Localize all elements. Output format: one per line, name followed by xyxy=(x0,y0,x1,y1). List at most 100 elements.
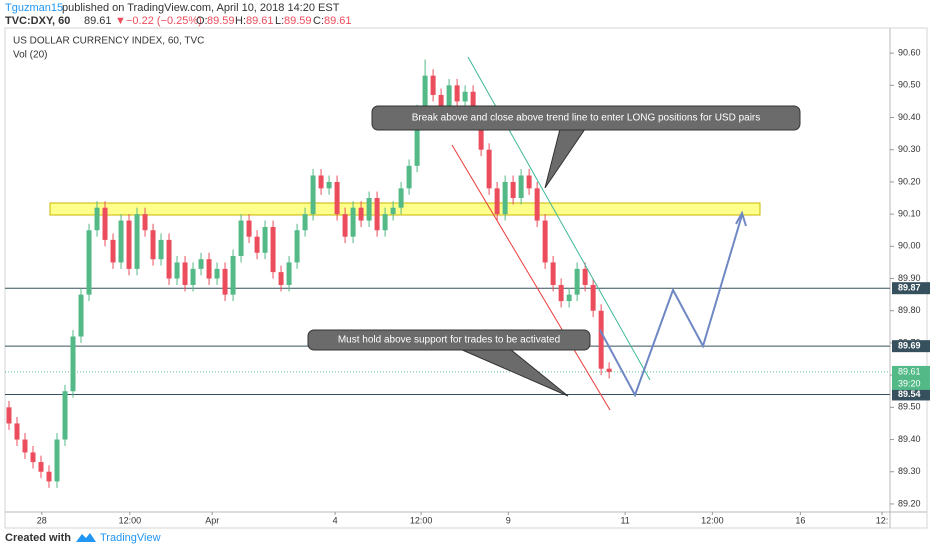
level-label: 89.87 xyxy=(898,283,921,293)
candle-body xyxy=(566,294,572,302)
candle-body xyxy=(150,230,156,260)
candle-body xyxy=(118,220,124,263)
change: −0.22 (−0.25%) xyxy=(126,15,202,27)
h-label: H: xyxy=(235,15,246,27)
published: published on TradingView.com, April 10, … xyxy=(62,2,340,14)
x-tick-label: 16 xyxy=(795,515,805,525)
candle-body xyxy=(198,259,204,269)
projection-arrowhead xyxy=(735,210,747,227)
candle-body xyxy=(606,368,612,372)
candle-body xyxy=(182,262,188,285)
candle-body xyxy=(422,75,428,112)
header: Tguzman15 published on TradingView.com, … xyxy=(5,2,352,27)
candle-body xyxy=(102,207,108,240)
author[interactable]: Tguzman15 xyxy=(5,2,63,14)
candle-body xyxy=(446,85,452,108)
candle-body xyxy=(302,214,308,231)
x-tick-label: 12: xyxy=(876,515,889,525)
chart-title: US DOLLAR CURRENCY INDEX, 60, TVC xyxy=(13,36,204,47)
candle-body xyxy=(222,268,228,295)
callout-pointer xyxy=(544,128,586,189)
candle-body xyxy=(390,207,396,215)
candle-body xyxy=(534,188,540,221)
callout-1: Break above and close above trend line t… xyxy=(371,105,801,189)
candle-body xyxy=(6,407,12,424)
candle-body xyxy=(462,91,468,102)
projection-path xyxy=(599,214,743,398)
y-tick-label: 90.20 xyxy=(898,176,921,186)
l-label: L: xyxy=(275,15,284,27)
y-tick-label: 89.50 xyxy=(898,402,921,412)
candle-body xyxy=(414,111,420,166)
candle-body xyxy=(70,336,76,392)
y-tick-label: 90.10 xyxy=(898,209,921,219)
candle-body xyxy=(374,198,380,231)
candle-body xyxy=(126,220,132,269)
candle-body xyxy=(358,207,364,221)
indicator: Vol (20) xyxy=(13,50,47,61)
candle-body xyxy=(94,207,100,231)
candle-body xyxy=(166,239,172,279)
candle-body xyxy=(214,268,220,279)
candle-body xyxy=(22,439,28,453)
candle-body xyxy=(558,284,564,302)
x-tick-label: 9 xyxy=(506,515,511,525)
candle-body xyxy=(174,262,180,279)
footer-brand[interactable]: TradingView xyxy=(100,532,161,544)
candle-body xyxy=(430,75,436,95)
y-tick-label: 89.90 xyxy=(898,273,921,283)
level-label: 89.54 xyxy=(898,389,921,399)
level-label-bg xyxy=(892,282,930,295)
candle-body xyxy=(62,391,68,440)
candle-body xyxy=(190,268,196,285)
candle-body xyxy=(246,220,252,237)
candle-body xyxy=(262,227,268,253)
x-tick-label: 28 xyxy=(37,515,47,525)
candle-body xyxy=(406,165,412,189)
y-tick-label: 89.20 xyxy=(898,498,921,508)
candle-body xyxy=(582,268,588,285)
candle-body xyxy=(110,239,116,263)
candle-body xyxy=(486,149,492,189)
candle-body xyxy=(134,214,140,269)
candle-body xyxy=(334,181,340,215)
candle-body xyxy=(278,272,284,285)
y-tick-label: 89.80 xyxy=(898,305,921,315)
o-label: O: xyxy=(196,15,208,27)
countdown: 39:20 xyxy=(898,378,921,388)
callout-text: Break above and close above trend line t… xyxy=(412,113,761,124)
candle-body xyxy=(550,262,556,285)
candle-body xyxy=(254,236,260,253)
x-tick-label: 4 xyxy=(333,515,338,525)
candle-body xyxy=(574,268,580,295)
o: 89.59 xyxy=(207,15,235,27)
brand-logo xyxy=(76,533,96,542)
candle-body xyxy=(14,423,20,440)
candle-body xyxy=(294,230,300,263)
y-tick-label: 89.40 xyxy=(898,434,921,444)
callout-text: Must hold above support for trades to be… xyxy=(338,335,560,346)
candle-body xyxy=(598,310,604,369)
candle-body xyxy=(510,181,516,199)
candle-body xyxy=(238,220,244,256)
candle-body xyxy=(518,175,524,199)
candle-body xyxy=(318,175,324,189)
y-tick-label: 90.30 xyxy=(898,144,921,154)
candle-body xyxy=(30,452,36,463)
candle-body xyxy=(310,175,316,215)
last: 89.61 xyxy=(84,15,112,27)
candle-body xyxy=(382,214,388,231)
y-tick-label: 89.30 xyxy=(898,466,921,476)
y-tick-label: 90.60 xyxy=(898,47,921,57)
candle-body xyxy=(78,294,84,337)
candle-body xyxy=(478,117,484,150)
candle-body xyxy=(454,85,460,102)
callout-box xyxy=(371,105,801,131)
level-label: 89.69 xyxy=(898,341,921,351)
x-tick-label: 12:00 xyxy=(119,515,142,525)
callout-2: Must hold above support for trades to be… xyxy=(307,329,591,397)
y-tick-label: 90.00 xyxy=(898,241,921,251)
y-tick-label: 90.50 xyxy=(898,80,921,90)
candle-body xyxy=(206,259,212,279)
